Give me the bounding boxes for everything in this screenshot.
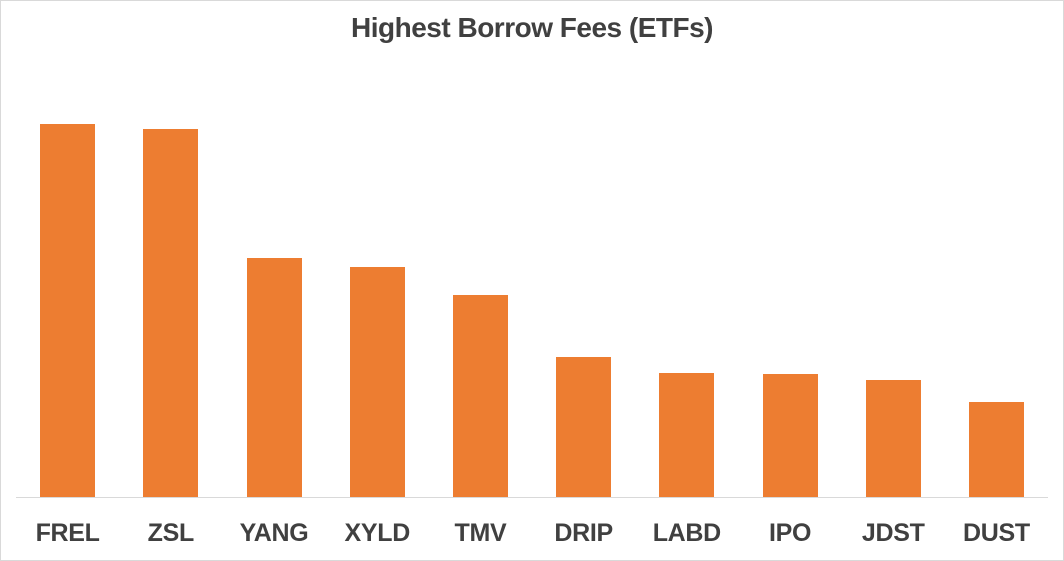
bar-drip (556, 356, 612, 497)
bar-column-labd (635, 57, 738, 497)
bar-column-ipo (738, 57, 841, 497)
bar-xyld (349, 266, 405, 497)
bar-jdst (865, 379, 921, 497)
bar-column-xyld (326, 57, 429, 497)
bar-ipo (762, 373, 818, 497)
x-tick-label-zsl: ZSL (147, 519, 195, 547)
bar-tmv (452, 294, 508, 497)
x-tick-label-labd: LABD (652, 519, 722, 547)
x-axis-line (16, 497, 1048, 498)
x-tick-label-tmv: TMV (454, 519, 507, 547)
chart-title: Highest Borrow Fees (ETFs) (351, 12, 713, 43)
plot-area (16, 57, 1048, 498)
x-tick-label-xyld: XYLD (344, 519, 410, 547)
bar-zsl (143, 128, 199, 497)
bar-dust (968, 401, 1024, 497)
bar-yang (246, 258, 302, 497)
bar-column-dust (945, 57, 1048, 497)
x-tick-label-dust: DUST (963, 519, 1030, 547)
x-tick-label-drip: DRIP (554, 519, 613, 547)
bar-column-yang (222, 57, 325, 497)
bar-frel (40, 124, 96, 497)
x-axis-labels: FREL ZSL YANG XYLD TMV DRIP LABD IPO JDST DUST (16, 519, 1048, 548)
bar-column-frel (16, 57, 119, 497)
x-tick-label-ipo: IPO (768, 519, 812, 547)
bar-column-jdst (842, 57, 945, 497)
x-tick-label-frel: FREL (35, 519, 100, 547)
bar-column-drip (532, 57, 635, 497)
bar-labd (659, 372, 715, 497)
x-tick-label-yang: YANG (239, 519, 309, 547)
bar-column-tmv (429, 57, 532, 497)
bar-column-zsl (119, 57, 222, 497)
x-tick-label-jdst: JDST (861, 519, 925, 547)
